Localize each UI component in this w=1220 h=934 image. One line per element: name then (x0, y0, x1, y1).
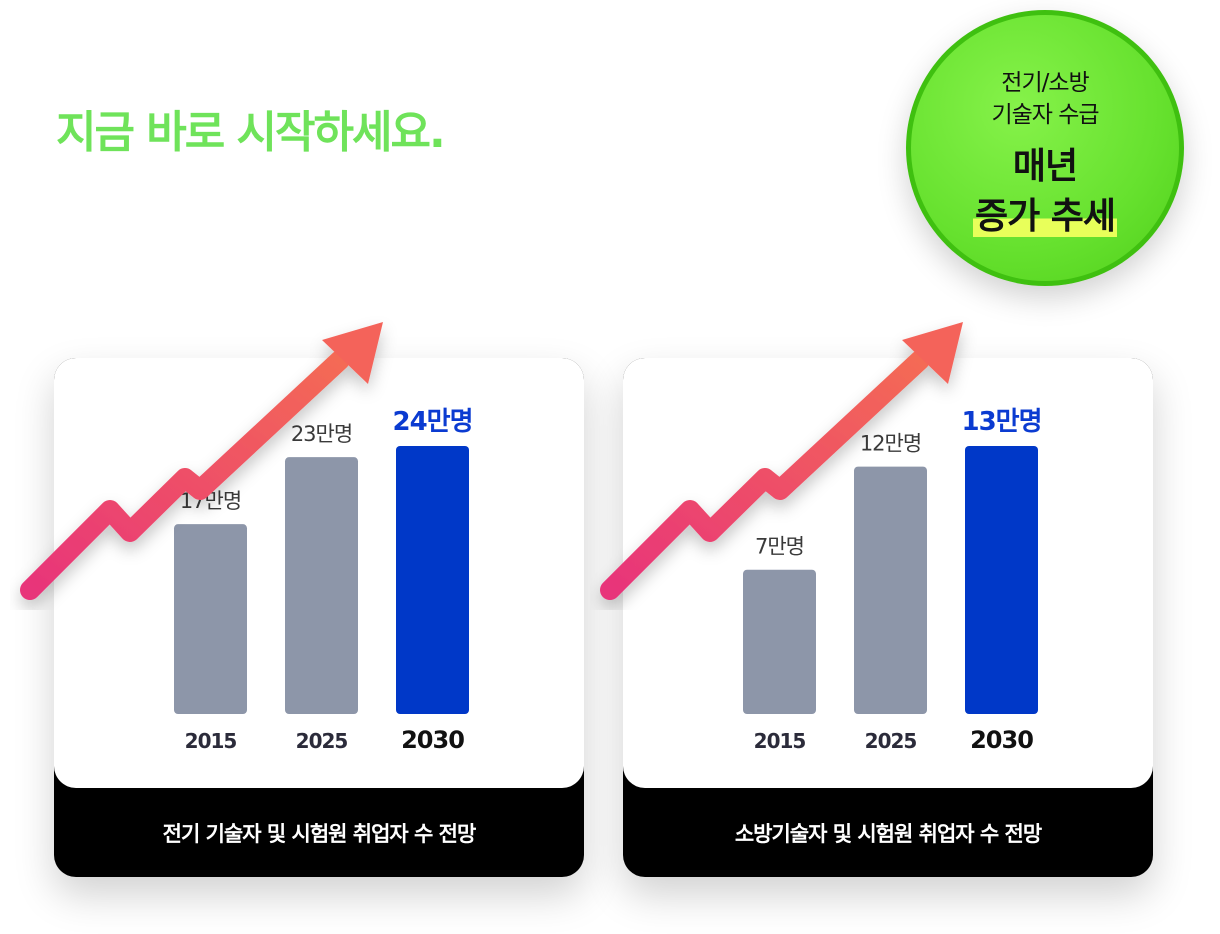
badge-line-4-wrap: 증가 추세 (911, 187, 1179, 239)
badge-line-2: 기술자 수급 (991, 102, 1099, 128)
data-label: 12만명 (860, 432, 921, 456)
headline: 지금 바로 시작하세요. (56, 107, 446, 158)
trend-badge: 전기/소방 기술자 수급 매년 증가 추세 (906, 10, 1184, 286)
x-tick-label: 2015 (754, 729, 806, 753)
x-tick-label: 2015 (185, 729, 237, 753)
badge-line-4: 증가 추세 (972, 196, 1117, 237)
data-label: 24만명 (392, 407, 472, 437)
chart-panel: 17만명 2015 23만명 2025 24만명 2030 (54, 358, 584, 788)
bar-2030 (396, 446, 469, 714)
bar-2015 (174, 524, 247, 714)
chart-card-fire: 7만명 2015 12만명 2025 13만명 2030 소방기술자 및 시험원 취업자 … (623, 358, 1153, 877)
badge-line-1: 전기/소방 (1001, 70, 1089, 96)
chart-title: 전기 기술자 및 시험원 취업자 수 전망 (162, 821, 477, 846)
x-tick-label: 2030 (401, 726, 464, 754)
data-label: 7만명 (755, 535, 804, 559)
chart-card-electric: 17만명 2015 23만명 2025 24만명 2030 전기 기술자 및 시험원 취업… (54, 358, 584, 877)
bar-2025 (854, 466, 927, 714)
bar-chart-fire: 7만명 2015 12만명 2025 13만명 2030 (743, 407, 1043, 754)
chart-title: 소방기술자 및 시험원 취업자 수 전망 (734, 821, 1042, 846)
x-tick-label: 2025 (296, 729, 348, 753)
x-tick-label: 2025 (865, 729, 917, 753)
data-label: 13만명 (961, 407, 1041, 437)
bar-chart-electric: 17만명 2015 23만명 2025 24만명 2030 (174, 407, 474, 754)
bar-2025 (285, 457, 358, 714)
badge-line-3: 매년 (1012, 146, 1078, 187)
bar-2030 (965, 446, 1038, 714)
data-label: 23만명 (291, 422, 352, 446)
bar-2015 (743, 569, 816, 714)
data-label: 17만명 (180, 489, 241, 513)
x-tick-label: 2030 (970, 726, 1033, 754)
chart-panel: 7만명 2015 12만명 2025 13만명 2030 (623, 358, 1153, 788)
